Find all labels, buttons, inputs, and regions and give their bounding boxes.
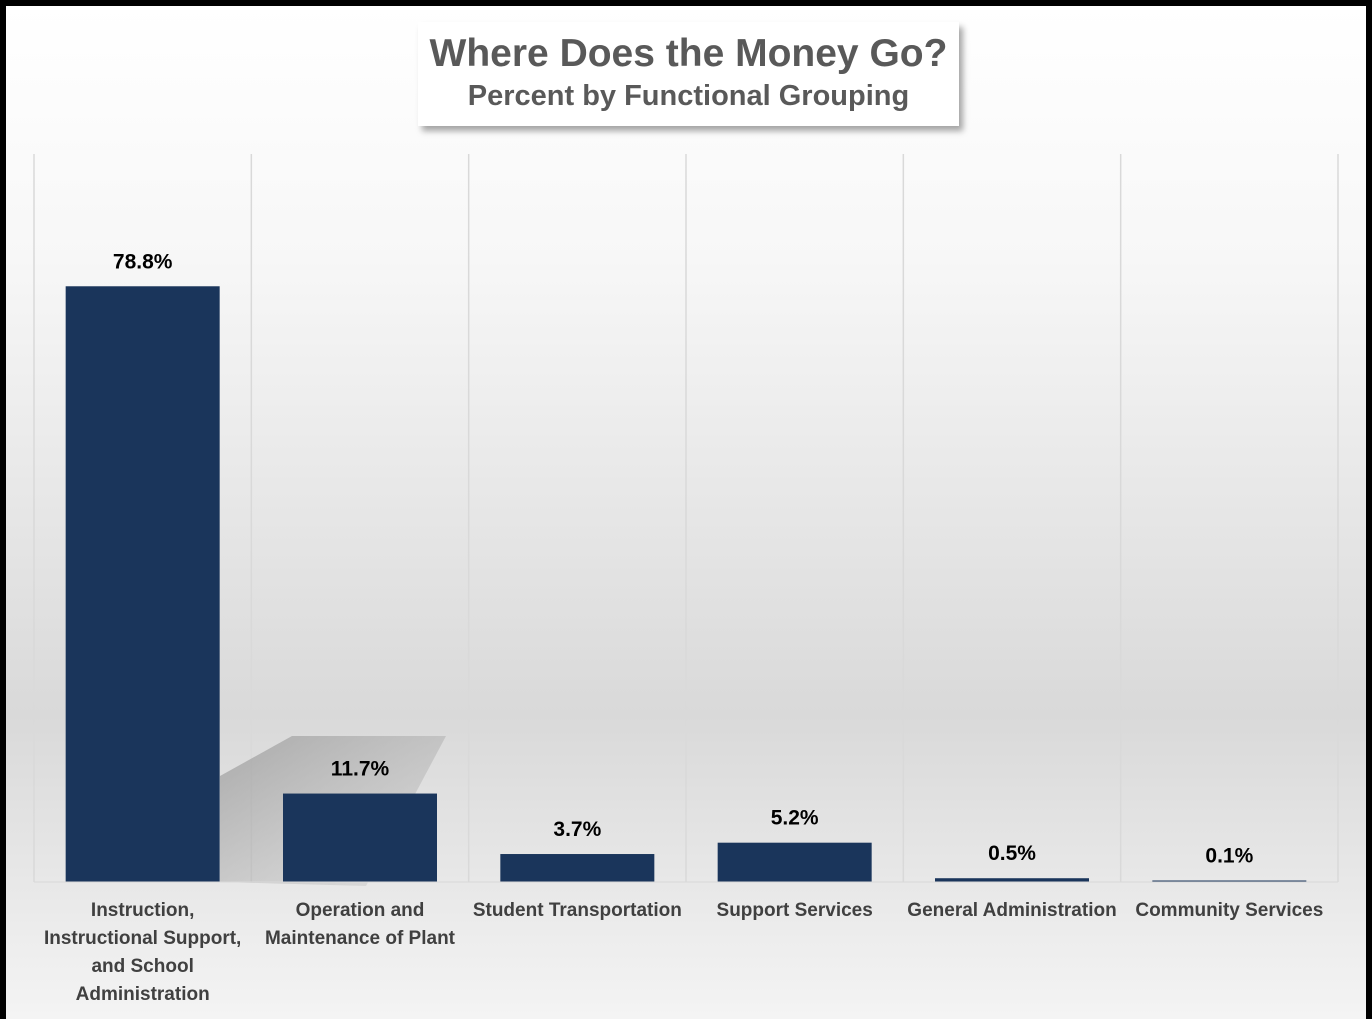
title-box: Where Does the Money Go? Percent by Func…: [418, 22, 959, 126]
bar: [717, 842, 872, 882]
data-label: 0.5%: [988, 842, 1036, 865]
chart-title: Where Does the Money Go?: [429, 32, 948, 75]
category-label: Student Transportation: [472, 900, 682, 921]
data-label: 0.1%: [1205, 845, 1253, 868]
category-label: Operation and Maintenance of Plant: [264, 900, 456, 949]
category-label: Instruction, Instructional Support, and …: [43, 900, 242, 1005]
category-label: Community Services: [1135, 900, 1324, 921]
data-label: 11.7%: [331, 758, 390, 781]
category-label: Support Services: [716, 900, 873, 921]
category-label: General Administration: [907, 900, 1117, 921]
bar: [283, 793, 437, 882]
data-label: 78.8%: [113, 250, 173, 273]
chart-subtitle: Percent by Functional Grouping: [467, 80, 910, 112]
bar: [65, 286, 220, 883]
chart-frame: Where Does the Money Go? Percent by Func…: [6, 6, 1366, 1019]
data-label: 5.2%: [771, 807, 819, 830]
bar-chart-plot: 78.8% 11.7% 3.7% 5.2% 0.5% 0.1%: [33, 154, 1339, 886]
bar: [935, 878, 1089, 882]
bar: [1152, 880, 1307, 882]
data-label: 3.7%: [553, 818, 601, 841]
bar: [500, 854, 655, 882]
